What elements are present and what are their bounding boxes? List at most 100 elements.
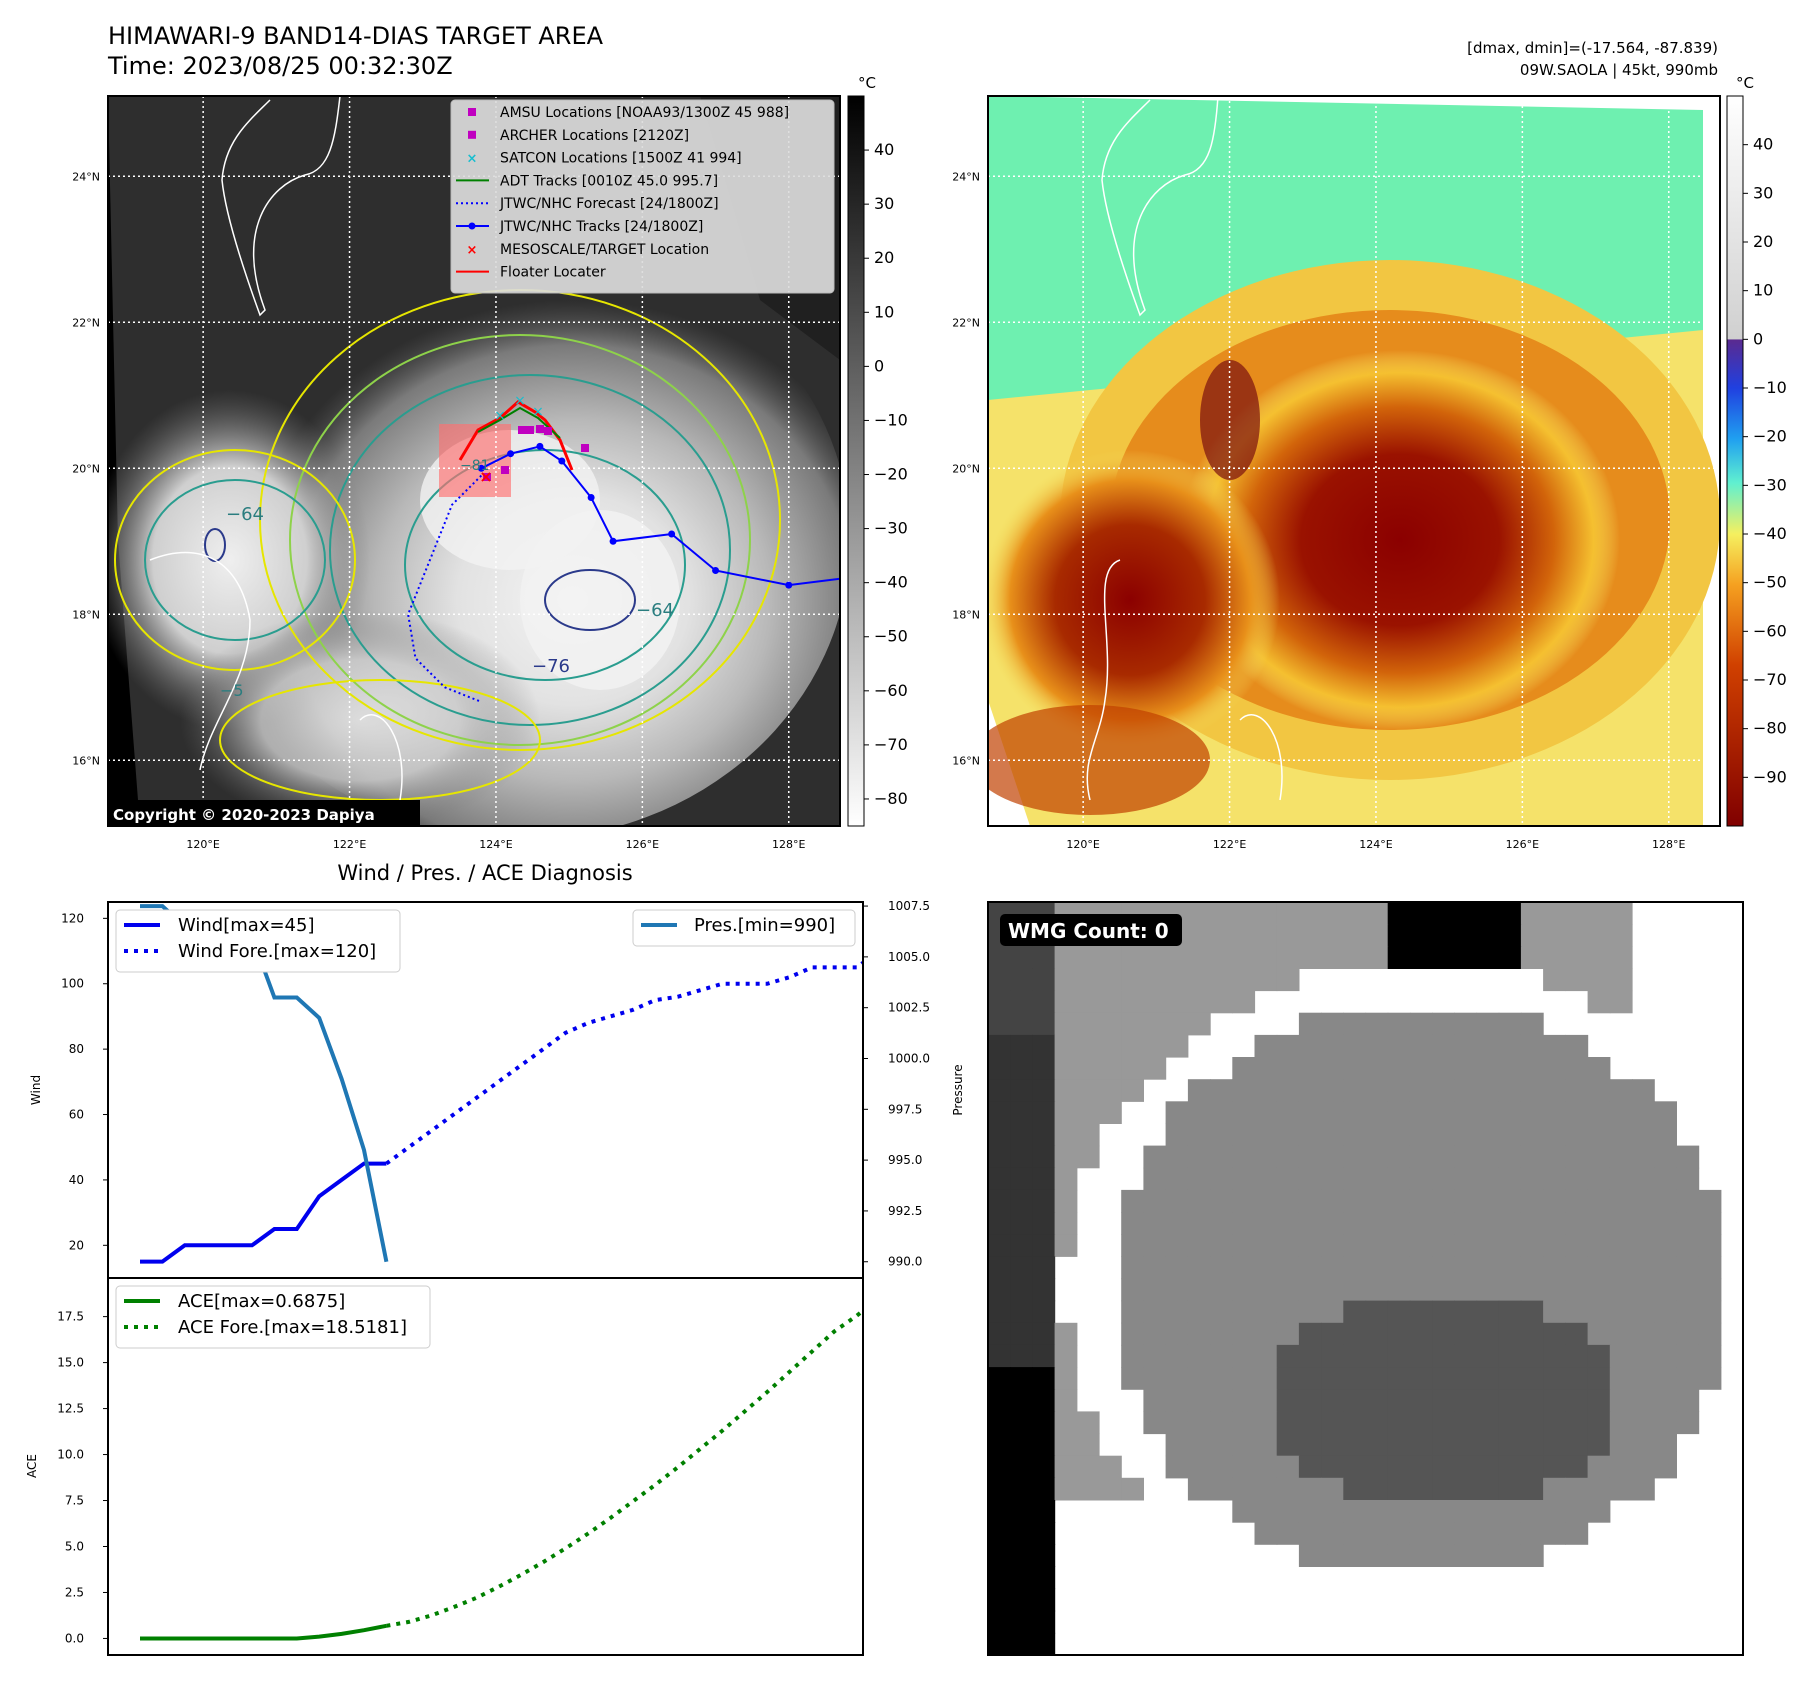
dot-marker-icon <box>468 222 476 230</box>
contour-label-2: −76 <box>532 656 570 677</box>
wind-axis-label: Wind <box>29 1075 43 1105</box>
square-marker-icon <box>468 130 476 139</box>
legend-entry-label: Wind[max=45] <box>178 915 315 936</box>
satcon-location-marker: × <box>514 393 526 409</box>
lat-tick-label: 24°N <box>952 170 980 183</box>
lon-tick-label: 120°E <box>1066 838 1099 851</box>
colorbar-tick-label: −90 <box>1753 767 1787 786</box>
amsu-location-marker <box>536 425 544 433</box>
colorbar-tick-label: −50 <box>1753 573 1787 592</box>
jtwc-track-point <box>587 494 595 501</box>
series-line-dotted <box>385 960 863 1166</box>
pressure-ytick-label: 1000.0 <box>888 1051 930 1065</box>
colorbar-tick-label: −10 <box>1753 378 1787 397</box>
lat-tick-label: 18°N <box>952 608 980 621</box>
lon-tick-label: 122°E <box>333 838 366 851</box>
series-line-solid <box>140 1161 387 1264</box>
x-marker-icon: × <box>467 152 478 167</box>
dias-colorbar-unit: °C <box>1736 74 1754 92</box>
pressure-ytick-label: 995.0 <box>888 1153 922 1167</box>
lon-tick-label: 126°E <box>626 838 659 851</box>
jtwc-track-point <box>785 581 793 589</box>
figure-title: HIMAWARI-9 BAND14-DIAS TARGET AREA <box>108 22 604 50</box>
colorbar-tick-label: −20 <box>1753 427 1787 446</box>
amsu-location-marker <box>501 466 509 474</box>
lat-tick-label: 22°N <box>72 316 100 329</box>
colorbar-tick-label: 30 <box>1753 183 1773 202</box>
colorbar-tick-label: 0 <box>874 356 884 375</box>
pressure-ytick-label: 1002.5 <box>888 1001 930 1015</box>
legend-entry-label: ACE Fore.[max=18.5181] <box>178 1317 407 1338</box>
jtwc-track-point <box>609 537 617 545</box>
wind-ytick-label: 120 <box>61 911 84 925</box>
figure-time: Time: 2023/08/25 00:32:30Z <box>107 52 453 80</box>
colorbar-tick-label: −70 <box>1753 670 1787 689</box>
pressure-legend: Pres.[min=990] <box>632 909 856 947</box>
legend-entry-label: JTWC/NHC Tracks [24/1800Z] <box>499 219 703 235</box>
legend-entry: × MESOSCALE/TARGET Location <box>467 242 710 258</box>
dias-map-panel: 24°N 22°N 20°N 18°N 16°N 120°E 122°E 124°E 126°… <box>952 74 1787 851</box>
series-line-solid <box>140 1623 387 1641</box>
colorbar-tick-label: 10 <box>1753 281 1773 300</box>
wind-ytick-label: 100 <box>61 977 84 991</box>
wind-ytick-label: 40 <box>69 1173 84 1187</box>
ace-ytick-label: 2.5 <box>65 1585 84 1599</box>
ir-colorbar-unit: °C <box>858 74 876 92</box>
lon-tick-label: 122°E <box>1213 838 1246 851</box>
amsu-location-marker <box>483 473 491 481</box>
colorbar-tick-label: 20 <box>874 248 894 267</box>
storm-info: 09W.SAOLA | 45kt, 990mb <box>1520 61 1718 79</box>
wind-pressure-plot: 120 100 80 60 40 20 1007.5 1005.0 1002.5 1000.0 99… <box>61 899 930 1269</box>
colorbar-tick-label: −30 <box>1753 475 1787 494</box>
legend-entry-label: SATCON Locations [1500Z 41 994] <box>500 151 742 167</box>
ace-plot: 17.5 15.0 12.5 10.0 7.5 5.0 2.5 0.0 ACE[max=0.68… <box>57 1285 863 1645</box>
contour-label-3: −64 <box>636 600 674 621</box>
colorbar-tick-label: −70 <box>874 735 908 754</box>
legend-entry-label: MESOSCALE/TARGET Location <box>500 242 709 258</box>
colorbar-tick-label: 30 <box>874 194 894 213</box>
pressure-ytick-label: 1005.0 <box>888 950 930 964</box>
legend-entry: ADT Tracks [0010Z 45.0 995.7] <box>456 173 718 189</box>
lat-tick-label: 20°N <box>952 462 980 475</box>
diagnosis-chart: Wind / Pres. / ACE Diagnosis 120 100 80 60 4… <box>25 861 965 1656</box>
colorbar-tick-label: −80 <box>1753 719 1787 738</box>
wind-ytick-label: 80 <box>69 1042 84 1056</box>
colorbar-tick-label: −60 <box>1753 621 1787 640</box>
legend-entry: AMSU Locations [NOAA93/1300Z 45 988] <box>468 105 789 121</box>
ace-ytick-label: 7.5 <box>65 1494 84 1508</box>
legend-entry: JTWC/NHC Forecast [24/1800Z] <box>456 196 719 212</box>
legend-entry: × SATCON Locations [1500Z 41 994] <box>467 151 742 167</box>
ir-track-overlays: × × × × <box>407 393 840 703</box>
jtwc-track-point <box>558 457 566 465</box>
wind-legend: Wind[max=45] Wind Fore.[max=120] <box>115 909 401 973</box>
ir-legend: AMSU Locations [NOAA93/1300Z 45 988] ARCH… <box>450 99 835 294</box>
legend-entry-label: ADT Tracks [0010Z 45.0 995.7] <box>500 173 718 189</box>
legend-entry-label: Wind Fore.[max=120] <box>178 941 376 962</box>
wmg-panel: WMG Count: 0 <box>987 901 1744 1656</box>
dias-colorbar: °C 40 30 20 10 0 −10 −20 −30 −40 −50 −60 −70 −80 −90 <box>1726 74 1787 827</box>
legend-entry-label: Pres.[min=990] <box>694 915 835 936</box>
legend-entry: JTWC/NHC Tracks [24/1800Z] <box>456 219 703 235</box>
colorbar-tick-label: −40 <box>874 573 908 592</box>
lon-tick-label: 128°E <box>1652 838 1685 851</box>
colorbar-tick-label: 40 <box>874 140 894 159</box>
adt-track-line <box>477 406 561 439</box>
ace-legend: ACE[max=0.6875] ACE Fore.[max=18.5181] <box>115 1285 431 1349</box>
colorbar-tick-label: 40 <box>1753 135 1773 154</box>
legend-entry: ARCHER Locations [2120Z] <box>468 128 689 144</box>
lon-tick-label: 126°E <box>1506 838 1539 851</box>
jtwc-track-point <box>712 567 720 574</box>
satcon-location-marker: × <box>532 404 544 420</box>
colorbar-tick-label: −30 <box>874 519 908 538</box>
legend-entry-label: JTWC/NHC Forecast [24/1800Z] <box>499 196 719 212</box>
lat-tick-label: 18°N <box>72 608 100 621</box>
ir-map-panel: × × × × 24°N 22°N 20°N 18°N 16°N 120°E 122°E 124°… <box>72 74 908 851</box>
amsu-location-marker <box>544 427 552 435</box>
wind-ytick-label: 20 <box>69 1238 84 1252</box>
amsu-location-marker <box>526 426 534 434</box>
amsu-location-marker <box>581 444 589 452</box>
colorbar-tick-label: 10 <box>874 302 894 321</box>
amsu-location-marker <box>518 426 526 434</box>
colorbar-tick-label: −20 <box>874 465 908 484</box>
